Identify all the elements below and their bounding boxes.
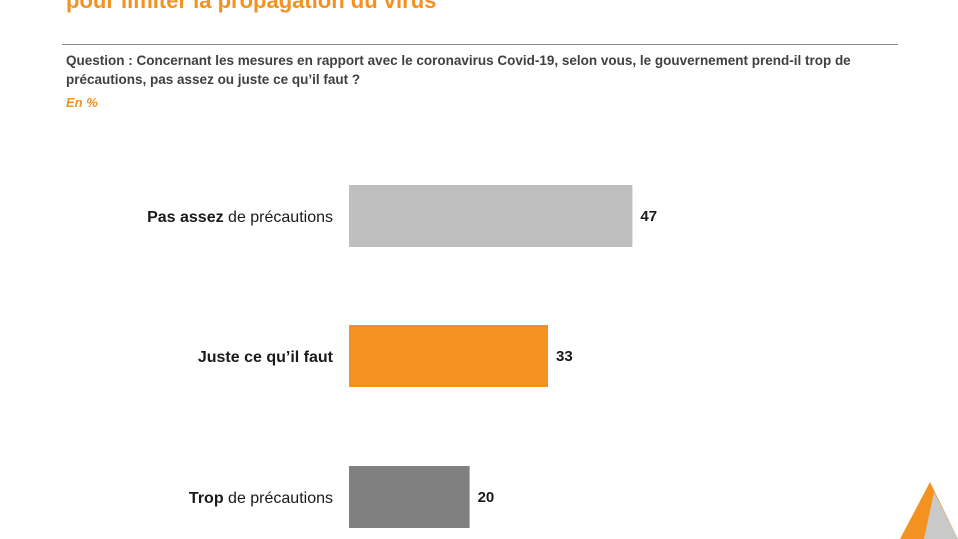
brand-logo-icon (900, 482, 958, 539)
value-label-1: 33 (556, 348, 573, 365)
question-text: Question : Concernant les mesures en rap… (66, 53, 851, 87)
value-label-2: 20 (478, 489, 495, 506)
category-label-1: Juste ce qu’il faut (198, 349, 334, 366)
category-label-2: Trop de précautions (189, 490, 333, 507)
bar-1 (349, 325, 548, 387)
title-divider (62, 44, 898, 45)
slide-title: pour limiter la propagation du virus (66, 0, 437, 13)
bar-0 (349, 185, 633, 247)
value-label-0: 47 (640, 208, 657, 225)
category-label-0: Pas assez de précautions (147, 209, 333, 226)
unit-label: En % (66, 95, 98, 110)
bar-2 (349, 466, 470, 528)
